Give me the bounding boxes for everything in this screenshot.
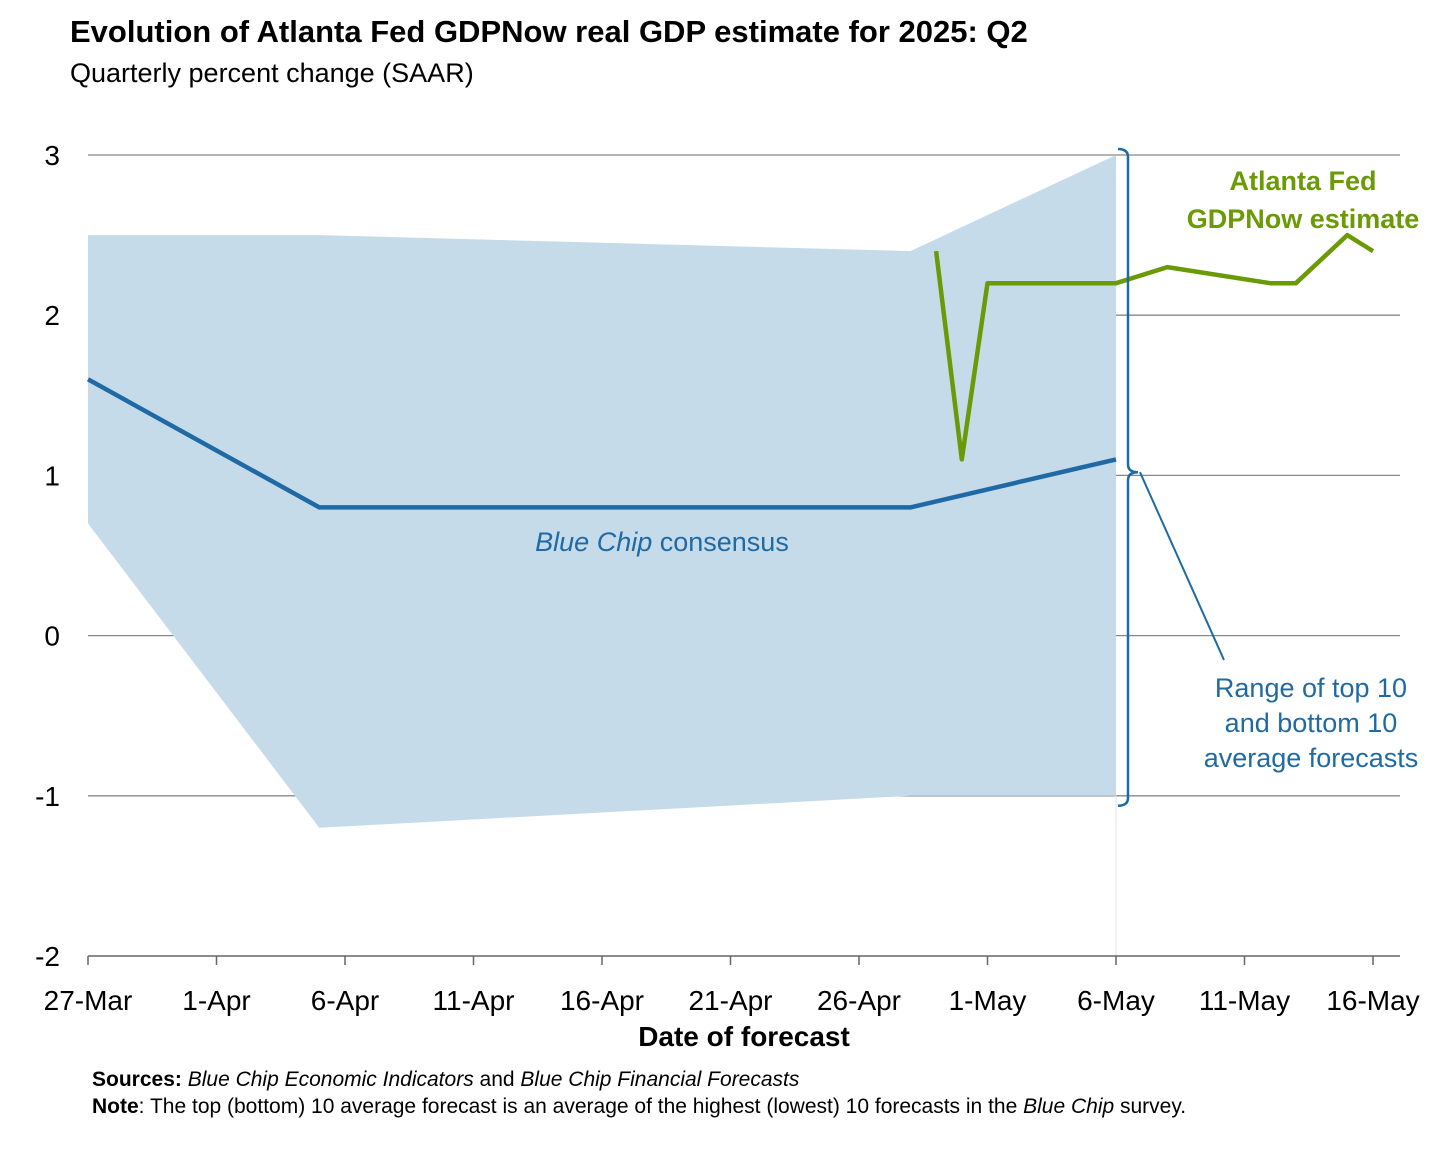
x-axis-label: Date of forecast bbox=[638, 1021, 850, 1052]
gdpnow-label-line1: Atlanta Fed bbox=[1229, 166, 1376, 196]
gdpnow-label-line2: GDPNow estimate bbox=[1187, 204, 1420, 234]
y-tick-label: 2 bbox=[44, 300, 60, 331]
x-tick-label: 21-Apr bbox=[688, 985, 772, 1016]
x-tick-label: 6-Apr bbox=[311, 985, 379, 1016]
range-callout-line bbox=[1139, 471, 1225, 661]
blue-chip-consensus-line bbox=[86, 377, 1117, 510]
range-label-line2: and bottom 10 bbox=[1225, 708, 1398, 738]
x-tick-label: 11-May bbox=[1199, 985, 1290, 1016]
forecast-range-area bbox=[88, 155, 1116, 828]
gdp-chart: 3 2 1 0 -1 -2 27-Mar 1-Apr 6-Apr 11-Apr 16-Apr 21-… bbox=[35, 140, 1420, 1052]
x-tick-label: 26-Apr bbox=[817, 985, 901, 1016]
x-tick-label: 16-Apr bbox=[560, 985, 644, 1016]
x-axis bbox=[87, 955, 1400, 965]
chart-subtitle: Quarterly percent change (SAAR) bbox=[70, 58, 474, 88]
y-tick-label: -1 bbox=[35, 781, 60, 812]
range-bracket bbox=[1117, 147, 1139, 808]
y-tick-label: -2 bbox=[35, 941, 60, 972]
x-tick-label: 11-Apr bbox=[433, 985, 515, 1016]
consensus-label: Blue Chip consensus bbox=[535, 527, 789, 557]
y-axis-ticks: 3 2 1 0 -1 -2 bbox=[35, 140, 60, 972]
x-tick-label: 1-May bbox=[949, 985, 1027, 1016]
range-label-line1: Range of top 10 bbox=[1215, 673, 1407, 703]
x-tick-label: 6-May bbox=[1077, 985, 1155, 1016]
x-tick-label: 16-May bbox=[1326, 985, 1419, 1016]
note-line: Note: The top (bottom) 10 average foreca… bbox=[92, 1095, 1187, 1118]
sources-line: Sources: Blue Chip Economic Indicators a… bbox=[92, 1068, 800, 1091]
x-axis-ticks: 27-Mar 1-Apr 6-Apr 11-Apr 16-Apr 21-Apr 26-Apr… bbox=[44, 985, 1420, 1016]
chart-title: Evolution of Atlanta Fed GDPNow real GDP… bbox=[70, 14, 1028, 49]
chart-notes: Sources: Blue Chip Economic Indicators a… bbox=[92, 1066, 1392, 1120]
y-tick-label: 0 bbox=[44, 621, 60, 652]
gdpnow-estimate-line bbox=[933, 232, 1375, 462]
y-tick-label: 3 bbox=[44, 140, 60, 171]
range-label-line3: average forecasts bbox=[1204, 743, 1419, 773]
x-tick-label: 1-Apr bbox=[182, 985, 250, 1016]
y-tick-label: 1 bbox=[44, 460, 60, 491]
x-tick-label: 27-Mar bbox=[44, 985, 133, 1016]
